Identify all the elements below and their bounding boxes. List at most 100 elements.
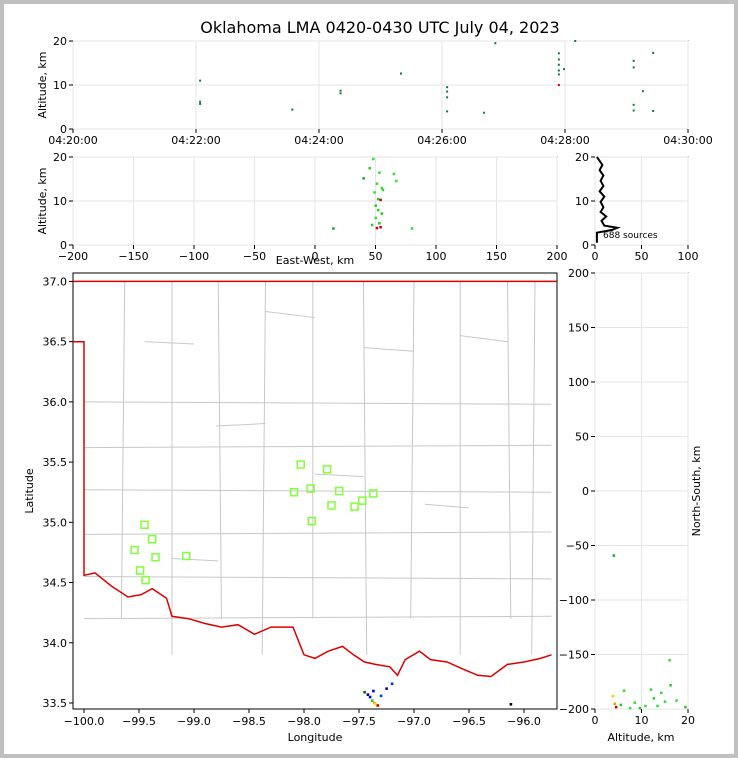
time-xtick-label: 04:28:00 [540,134,589,147]
histogram-alt-ytick-label: 20 [575,151,589,164]
altitude-time-panel: 04:20:00 04:22:00 04:24:00 04:26:00 04:28:00… [36,35,713,147]
lma-station-marker [350,502,359,511]
lma-station-marker [289,487,299,497]
eastwest-source-point [374,204,377,207]
northsouth-source-point [613,702,617,706]
northsouth-source-point [622,689,626,692]
time-xtick-label: 04:22:00 [171,134,220,147]
eastwest-source-point [332,227,335,230]
northsouth-source-point [638,706,642,710]
map-source-point [366,693,370,696]
latitude-tick-label: 37.0 [43,275,68,288]
northsouth-source-point [619,703,623,707]
northsouth-ytick-label: 100 [568,376,589,389]
northsouth-source-point [644,704,647,708]
northsouth-alt-xtick-label: 20 [681,714,695,727]
eastwest-source-point [372,157,375,161]
eastwest-source-point [375,182,379,185]
eastwest-alt-ytick-label: 0 [60,239,67,252]
county-boundaries [83,281,552,655]
eastwest-source-point [376,197,380,201]
county-line [215,423,266,427]
eastwest-source-point [374,216,377,220]
longitude-tick-label: −98.5 [232,715,266,728]
lma-station-marker [135,566,145,575]
map-source-point [363,690,366,694]
altitude-eastwest-panel: −200 −150 −100 −50 0 50 100 150 200 0 10 20 Altitud… [36,151,568,267]
time-source-point [632,109,635,112]
altitude-eastwest-ylabel: Altitude, km [36,167,49,234]
county-line [507,281,512,619]
time-source-point [483,111,486,114]
latitude-tick-label: 34.0 [43,637,68,650]
eastwest-xtick-label: −150 [118,250,148,263]
time-xtick-label: 04:30:00 [663,134,712,147]
lma-station-marker [369,489,378,498]
northsouth-source-point [684,705,687,709]
histogram-profile-line [595,156,622,243]
latitude-tick-label: 34.5 [43,577,68,590]
lma-station-marker [358,496,367,505]
county-line [531,281,536,655]
county-line [217,281,222,619]
map-source-point [376,704,380,707]
lma-station-marker [147,534,157,544]
latitude-tick-label: 33.5 [43,697,68,710]
eastwest-xtick-label: 150 [486,250,507,263]
altitude-time-ylabel: Altitude, km [36,51,49,118]
eastwest-source-point [370,223,374,227]
eastwest-source-point [368,167,371,170]
map-source-point [379,694,383,698]
lma-station-marker [306,484,315,493]
time-source-point [199,100,202,103]
county-line [83,444,552,449]
northsouth-ytick-label: −150 [559,649,589,662]
northsouth-source-point [652,697,656,700]
time-source-point [339,92,342,95]
county-line [424,503,470,509]
latitude-tick-label: 36.5 [43,336,68,349]
longitude-tick-label: −99.5 [122,715,156,728]
time-source-point [199,79,202,82]
county-line [144,341,195,345]
histogram-count-xtick-label: 100 [678,250,699,263]
latitude-tick-label: 35.0 [43,516,68,529]
county-line [83,576,552,580]
time-source-point [632,66,635,69]
map-source-point [372,689,375,693]
latitude-tick-label: 35.5 [43,456,68,469]
time-source-point [562,68,565,71]
northsouth-ytick-label: 50 [575,431,589,444]
eastwest-alt-ytick-label: 20 [53,151,67,164]
county-line [83,489,552,493]
time-source-point [494,42,497,45]
eastwest-source-point [410,227,414,230]
county-line [265,311,316,319]
altitude-histogram-panel: 0 50 100 0 10 20 688 sources [575,151,699,263]
map-source-point [509,702,513,706]
histogram-alt-ytick-label: 10 [575,195,589,208]
northsouth-source-point [614,705,618,709]
eastwest-xtick-label: −100 [179,250,209,263]
longitude-tick-label: −100.0 [64,715,105,728]
figure-canvas: Oklahoma LMA 0420-0430 UTC July 04, 2023… [4,4,734,754]
time-source-point [574,40,577,42]
eastwest-source-point [379,198,382,202]
longitude-tick-label: −99.0 [177,715,211,728]
time-xtick-label: 04:20:00 [48,134,97,147]
eastwest-source-point [376,208,380,212]
lma-station-marker [151,552,160,562]
county-line [120,281,126,619]
eastwest-source-point [375,226,379,230]
county-line [410,281,415,619]
northsouth-source-point [612,554,616,557]
eastwest-source-point [381,188,385,192]
time-source-point [632,59,635,62]
eastwest-source-point [380,186,384,190]
northsouth-ytick-label: −200 [559,703,589,716]
time-source-point [641,90,644,93]
time-source-point [557,63,560,66]
lma-station-marker [141,575,150,585]
northsouth-ytick-label: −100 [559,594,589,607]
time-source-point [291,108,294,111]
